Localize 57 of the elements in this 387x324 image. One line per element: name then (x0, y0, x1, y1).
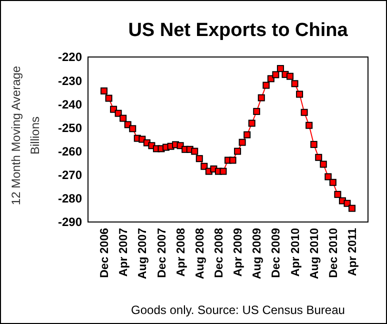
point (348, 204, 356, 212)
y-tick-label: -240 (58, 97, 82, 112)
y-tick-label: -250 (58, 120, 82, 135)
y-tick-label: -270 (58, 168, 82, 182)
point (248, 120, 256, 127)
point (244, 131, 251, 138)
x-tick-label: Dec 2007 (156, 228, 168, 278)
point (306, 122, 313, 129)
x-tick-label: Dec 2008 (213, 227, 226, 278)
point (272, 71, 280, 78)
point (129, 125, 136, 132)
point (258, 94, 265, 102)
x-tick-label: Apr 2008 (175, 227, 188, 277)
point (324, 173, 332, 180)
x-tick-label: Apr 2011 (347, 227, 360, 276)
x-tick-label: Apr 2009 (232, 228, 245, 277)
point (315, 154, 322, 161)
y-tick-label: -290 (58, 215, 82, 230)
x-tick-label: Dec 2006 (99, 228, 112, 278)
point (262, 82, 270, 89)
point (334, 190, 342, 198)
point (196, 155, 203, 162)
point (114, 110, 122, 117)
y-tick-label: -280 (58, 192, 82, 206)
text: Goods only. Source: US Census Bureau (131, 303, 345, 317)
x-tick-label: Apr 2007 (118, 228, 130, 277)
point (344, 200, 351, 207)
x-tick-label: Dec 2010 (328, 228, 340, 278)
point (300, 108, 308, 116)
point (100, 87, 108, 94)
point (229, 156, 236, 164)
point (253, 108, 260, 115)
y-tick-label: -220 (58, 50, 82, 64)
y-axis-title: 12 Month Moving Average Billions (9, 66, 42, 206)
point (238, 138, 246, 146)
point (291, 80, 298, 88)
y-tick-label: -260 (58, 144, 82, 158)
x-tick-label: Aug 2009 (252, 228, 264, 280)
point (329, 178, 336, 186)
x-tick-label: Apr 2010 (290, 228, 302, 277)
x-tick-label: Aug 2007 (137, 228, 150, 280)
point (296, 90, 304, 98)
y-tick-label: -230 (58, 74, 82, 88)
x-tick-label: Aug 2010 (308, 228, 321, 280)
chart-title: US Net Exports to China (128, 20, 348, 41)
point (234, 148, 242, 155)
point (220, 168, 227, 175)
x-tick-label: Dec 2009 (270, 228, 283, 278)
point (276, 65, 284, 72)
point (310, 140, 318, 148)
point (200, 162, 208, 170)
point (105, 94, 112, 102)
point (120, 114, 127, 122)
x-tick-label: Aug 2008 (194, 227, 206, 280)
point (320, 160, 327, 168)
point (286, 72, 294, 80)
point (191, 148, 198, 155)
